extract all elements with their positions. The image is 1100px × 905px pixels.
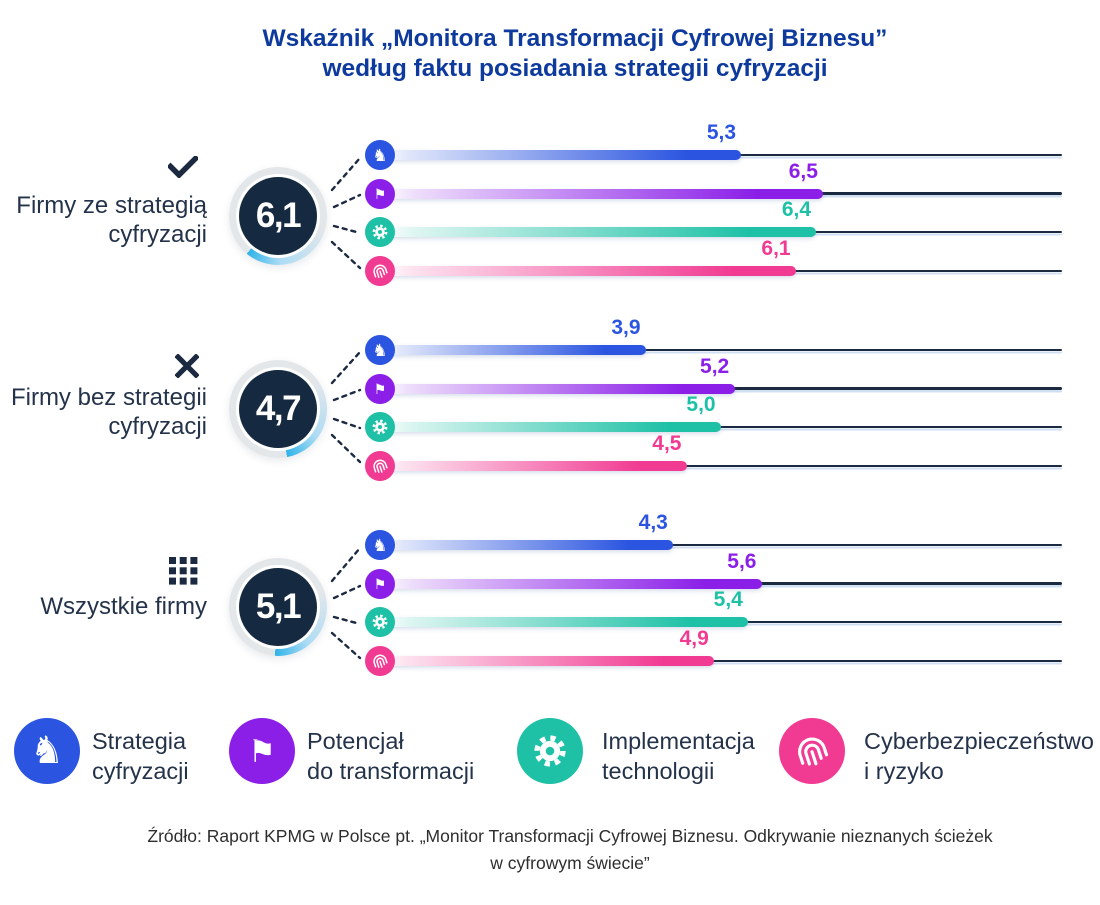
knight-icon: ♞ [14,718,80,784]
knight-icon: ♞ [365,140,395,170]
bar-track [380,659,1062,662]
bar-value: 5,3 [706,121,737,144]
flag-icon: ⚑ [229,718,295,784]
gauge-without-strategy: 4,7 [229,360,327,458]
bar-implementacja [380,422,721,433]
source-note: Źródło: Raport KPMG w Polsce pt. „Monito… [147,826,993,873]
grid-icon [169,557,198,585]
bar-value: 6,4 [781,198,812,222]
bar-row: 5,4 [365,588,1062,638]
gear-icon [365,607,395,638]
bar-implementacja [380,227,817,238]
bar-potencjal [380,383,735,394]
gauge-core: 4,7 [239,370,317,448]
gauge-score: 4,7 [255,389,302,428]
legend-label-implementacja: Implementacja technologii [602,728,755,784]
group-label-line: Firmy ze strategią [16,192,207,219]
bar-strategia [380,150,742,160]
bar-track [380,425,1062,429]
bar-value: 3,9 [611,316,641,339]
group-label-without-strategy: Firmy bez strategii cyfryzacji [0,383,207,441]
bar-cyber [380,461,687,471]
bar-value: 4,5 [652,432,682,455]
flag-icon: ⚑ [365,373,395,404]
bar-value: 5,0 [686,393,716,417]
flag-icon: ⚑ [365,178,395,209]
knight-icon: ♞ [365,530,395,560]
bar-row: ♞ 5,3 [365,121,1062,170]
group-label-line: cyfryzacji [108,221,207,248]
fingerprint-icon [365,646,395,676]
bar-cyber [380,656,715,666]
bar-cyber [380,266,797,276]
gear-icon [517,718,583,784]
bar-row: 4,5 [365,432,1062,481]
group-label-line: Wszystkie firmy [40,593,207,620]
bar-strategia [380,540,674,550]
bar-value: 6,1 [761,237,791,260]
bar-track [380,543,1062,546]
bar-potencjal [380,578,762,589]
bar-track [380,348,1062,351]
title-line-2: według faktu posiadania strategii cyfryz… [322,55,828,82]
group-label-all-firms: Wszystkie firmy [0,592,207,621]
bar-value: 5,4 [713,588,743,612]
bar-row: ⚑ 5,2 [365,355,1062,404]
fingerprint-icon [365,451,395,481]
group-label-with-strategy: Firmy ze strategią cyfryzacji [0,191,207,249]
cross-icon [175,354,199,378]
bar-strategia [380,345,646,355]
group-label-line: Firmy bez strategii [10,384,207,411]
group-label-line: cyfryzacji [108,413,207,440]
gauge-core: 5,1 [239,568,317,646]
page-title: Wskaźnik „Monitora Transformacji Cyfrowe… [50,24,1100,84]
bar-potencjal [380,188,824,199]
fingerprint-icon [365,256,395,286]
bar-row: ⚑ 6,5 [365,160,1062,209]
gauge-core: 6,1 [239,177,317,255]
bar-value: 5,2 [700,354,730,378]
bar-row: 6,4 [365,198,1062,248]
bar-value: 4,3 [638,511,668,534]
title-line-1: Wskaźnik „Monitora Transformacji Cyfrowe… [262,25,888,52]
bar-row: ♞ 4,3 [365,511,1062,560]
bar-row: ♞ 3,9 [365,316,1062,365]
bar-row: 5,0 [365,393,1062,443]
check-icon [168,156,198,178]
gauge-with-strategy: 6,1 [229,167,327,265]
gear-icon [365,412,395,443]
legend-label-cyber: Cyberbezpieczeństwo i ryzyko [864,728,1094,784]
flag-icon: ⚑ [365,568,395,599]
bar-track [380,464,1062,467]
legend-label-potencjal: Potencjał do transformacji [307,728,475,784]
bar-row: ⚑ 5,6 [365,550,1062,599]
gear-icon [365,217,395,248]
bar-value: 6,5 [788,159,818,183]
gauge-score: 5,1 [255,587,302,626]
legend-label-strategia: Strategia cyfryzacji [92,728,189,784]
bar-value: 4,9 [679,627,709,650]
gauge-score: 6,1 [255,196,302,235]
bar-row: 4,9 [365,627,1062,676]
knight-icon: ♞ [365,335,395,365]
bar-implementacja [380,617,749,628]
bar-value: 5,6 [727,549,757,573]
bar-row: 6,1 [365,237,1062,286]
gauge-all-firms: 5,1 [229,558,327,656]
fingerprint-icon [779,718,845,784]
